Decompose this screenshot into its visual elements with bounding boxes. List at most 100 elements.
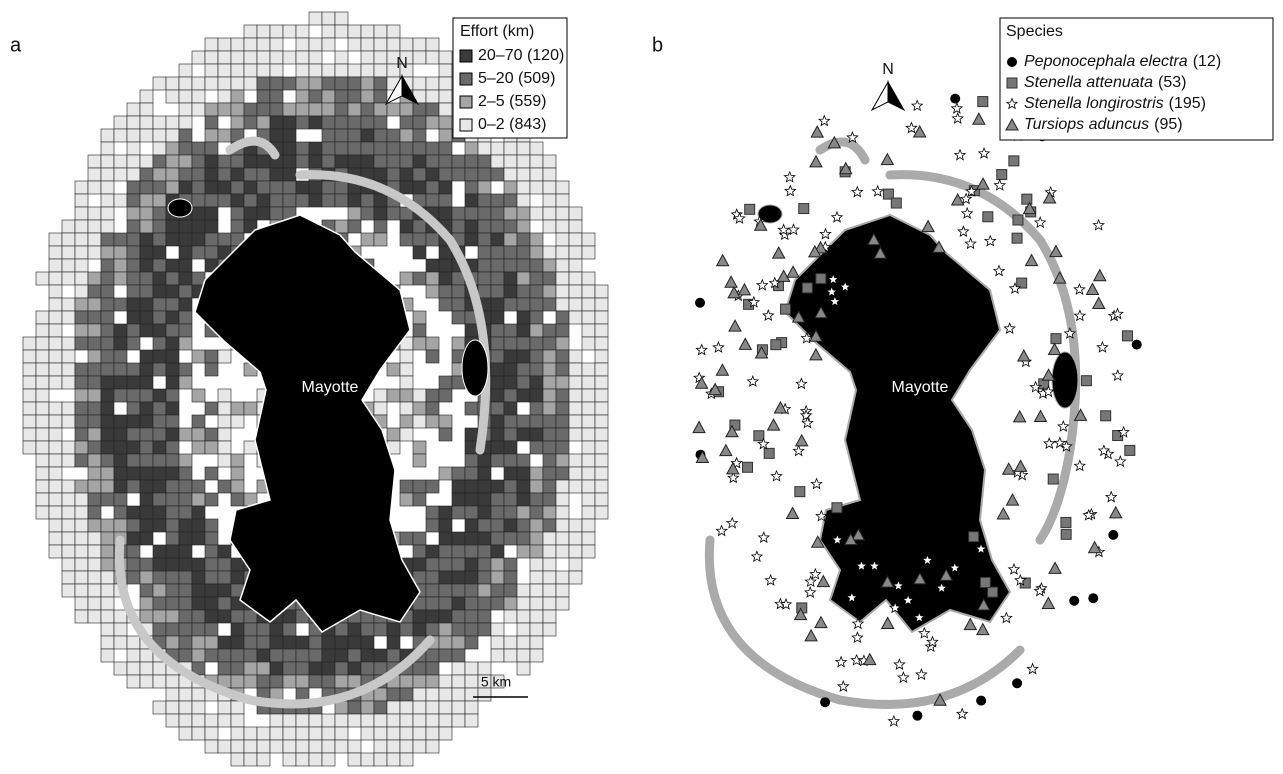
grid-cell [74,180,89,195]
grid-cell [451,544,466,559]
grid-cell [399,128,414,143]
grid-cell [516,284,531,299]
marker-triangle [776,269,791,282]
grid-cell [555,297,570,312]
grid-cell [61,531,76,546]
marker-triangle [809,154,823,168]
grid-cell [373,687,388,702]
grid-cell [282,24,297,39]
reef [704,137,1081,709]
grid-cell [490,401,505,416]
grid-cell [126,206,141,221]
grid-cell [529,362,544,377]
grid-cell [295,141,310,156]
grid-cell [503,427,518,442]
grid-cell [386,206,401,221]
grid-cell [503,141,518,156]
marker-star [801,416,814,429]
grid-cell [412,492,427,507]
grid-cell [152,206,167,221]
grid-cell [295,89,310,104]
grid-cell [230,674,245,689]
grid-cell [152,583,167,598]
grid-cell [477,609,492,624]
grid-cell [230,739,245,754]
grid-cell [542,375,557,390]
grid-cell [295,63,310,78]
grid-cell [412,37,427,52]
grid-cell [100,245,115,260]
grid-cell [126,661,141,676]
species-name: Stenella attenuata [1024,74,1153,91]
grid-cell [451,492,466,507]
marker-star [755,278,769,291]
grid-cell [217,557,232,572]
grid-cell [516,232,531,247]
marker-square [1006,77,1018,89]
grid-cell [74,232,89,247]
species-count: (95) [1154,116,1182,133]
marker-triangle [725,424,739,438]
grid-cell [581,297,596,312]
grid-cell [61,232,76,247]
grid-cell [347,648,362,663]
grid-cell [35,505,50,520]
grid-cell [152,518,167,533]
grid-cell [412,115,427,130]
grid-cell [451,310,466,325]
grid-cell [48,427,63,442]
grid-cell [152,245,167,260]
grid-cell [594,440,609,455]
grid-cell [529,583,544,598]
grid-cell [360,37,375,52]
grid-cell [503,466,518,481]
marker-star [792,444,805,457]
grid-cell [360,50,375,65]
grid-cell [48,349,63,364]
grid-cell [360,232,375,247]
grid-cell [581,388,596,403]
grid-cell [243,726,258,741]
grid-cell [217,37,232,52]
grid-cell [204,401,219,416]
marker-star [800,331,813,344]
grid-cell [412,180,427,195]
grid-cell [308,50,323,65]
grid-cell [165,440,180,455]
grid-cell [373,76,388,91]
grid-cell [100,570,115,585]
grid-cell [191,232,206,247]
grid-cell [256,193,271,208]
grid-cell [139,414,154,429]
grid-cell [191,479,206,494]
grid-cell [256,726,271,741]
grid-cell [451,284,466,299]
marker-star [837,679,850,692]
marker-star [746,375,760,387]
grid-cell [438,609,453,624]
grid-cell [542,336,557,351]
marker-square [890,197,902,209]
grid-cell [152,232,167,247]
grid-cell [204,50,219,65]
grid-cell [464,531,479,546]
grid-cell [373,141,388,156]
marker-star [1042,385,1055,398]
grid-cell [529,141,544,156]
grid-cell [74,193,89,208]
grid-cell [334,622,349,637]
grid-cell [490,297,505,312]
grid-cell [269,739,284,754]
grid-cell [126,193,141,208]
reef-arc [114,535,435,709]
grid-cell [113,635,128,650]
grid-cell [100,271,115,286]
grid-cell [399,622,414,637]
grid-cell [87,479,102,494]
grid-cell [100,635,115,650]
grid-cell [542,479,557,494]
grid-cell [594,453,609,468]
grid-cell [451,505,466,520]
marker-triangle [1005,117,1019,131]
grid-cell [360,76,375,91]
